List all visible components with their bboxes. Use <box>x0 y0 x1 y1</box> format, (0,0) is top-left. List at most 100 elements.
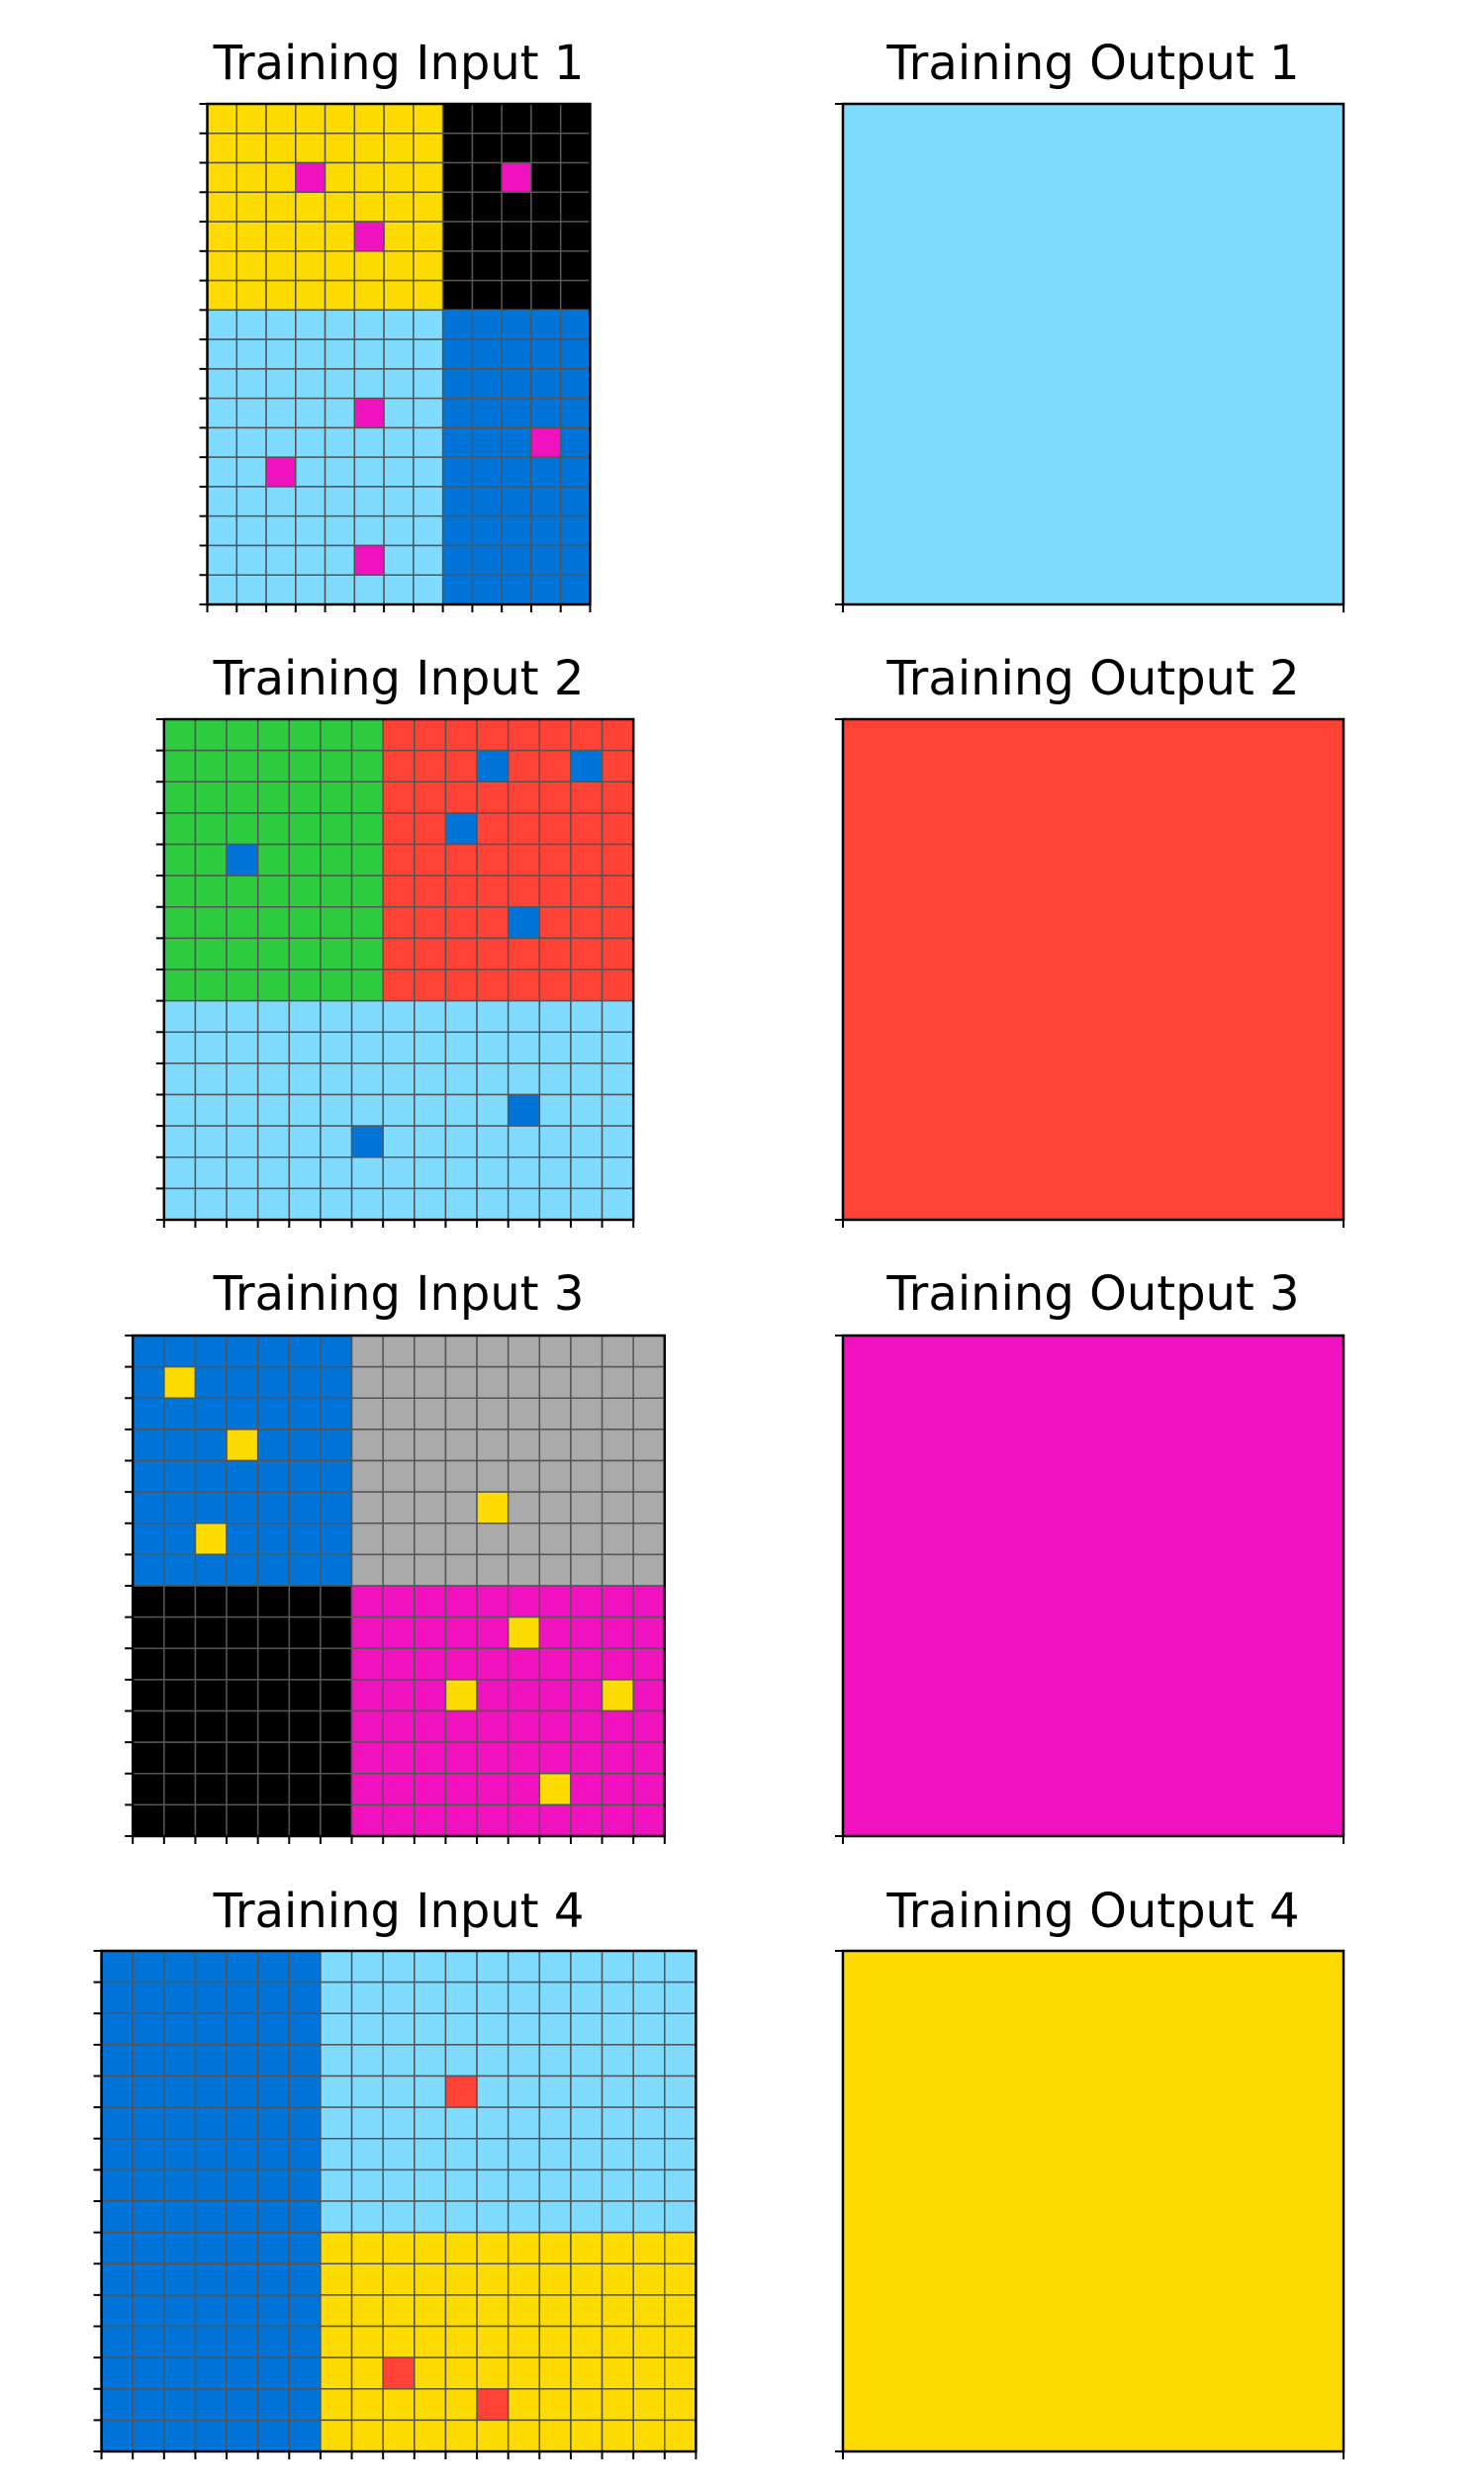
grid-cell <box>570 1679 603 1712</box>
grid-cell <box>501 456 532 488</box>
grid-cell <box>288 2012 322 2046</box>
grid-cell <box>601 1773 634 1806</box>
grid-cell <box>324 221 356 252</box>
grid-cell <box>295 514 326 547</box>
grid-cell <box>295 338 326 370</box>
grid-cell <box>235 426 267 458</box>
grid-cell <box>507 1093 541 1127</box>
grid-cell <box>353 574 385 605</box>
grid-cell <box>288 2325 322 2358</box>
grid-cell <box>413 191 444 223</box>
grid-cell <box>441 456 474 488</box>
grid-cell <box>353 514 385 547</box>
grid-cell <box>444 1365 478 1399</box>
grid-cell <box>664 2231 697 2264</box>
grid-cell <box>226 1615 259 1649</box>
grid-cell <box>501 250 532 282</box>
grid-cell <box>538 1062 572 1096</box>
grid-cell <box>163 2419 197 2452</box>
grid-cell <box>320 1031 353 1064</box>
grid-cell <box>235 191 267 223</box>
grid-cell <box>320 2388 353 2422</box>
grid-cell <box>441 574 474 605</box>
grid-cell <box>132 1647 165 1681</box>
grid-cell <box>570 718 603 752</box>
grid-cell <box>414 749 447 783</box>
grid-cell <box>256 2356 291 2390</box>
grid-cell <box>441 426 474 458</box>
grid-cell <box>256 2231 291 2264</box>
grid-cell <box>163 2388 197 2422</box>
grid-cell <box>507 1679 541 1712</box>
grid-cell <box>570 1335 603 1368</box>
grid-cell <box>265 338 297 370</box>
grid-cell <box>350 1523 384 1556</box>
grid-cell <box>320 1741 353 1775</box>
grid-cell <box>507 1950 541 1984</box>
grid-cell <box>601 1365 634 1399</box>
grid-cell <box>320 969 353 1002</box>
grid-cell <box>350 906 384 940</box>
training-output-3-grid <box>835 1334 1345 1844</box>
grid-cell <box>507 843 541 877</box>
grid-cell <box>601 1615 634 1649</box>
grid-cell <box>538 2356 572 2390</box>
grid-cell <box>444 1125 478 1158</box>
grid-cell <box>100 2388 134 2422</box>
grid-cell <box>664 2044 697 2077</box>
grid-cell <box>570 2044 603 2077</box>
grid-cell <box>507 1156 541 1190</box>
grid-cell <box>570 875 603 908</box>
grid-cell <box>194 937 228 970</box>
grid-cell <box>132 2106 165 2140</box>
grid-cell <box>288 2138 322 2171</box>
grid-cell <box>501 191 532 223</box>
grid-cell <box>414 1679 447 1712</box>
grid-cell <box>226 875 259 908</box>
grid-cell <box>288 1365 322 1399</box>
grid-cell <box>265 279 297 312</box>
grid-cell <box>206 574 238 605</box>
grid-cell <box>476 2012 510 2046</box>
grid-cell <box>132 1709 165 1743</box>
grid-cell <box>163 1523 197 1556</box>
training-input-1-title: Training Input 1 <box>213 36 585 91</box>
grid-cell <box>632 1615 666 1649</box>
grid-cell <box>295 368 326 400</box>
grid-cell <box>538 1187 572 1221</box>
grid-cell <box>324 456 356 488</box>
grid-cell <box>632 2075 666 2108</box>
grid-cell <box>601 1709 634 1743</box>
grid-cell <box>382 1523 416 1556</box>
grid-cell <box>100 2075 134 2108</box>
grid-cell <box>226 1491 259 1524</box>
grid-cell <box>226 1773 259 1806</box>
grid-cell <box>530 191 562 223</box>
grid-cell <box>132 1335 165 1368</box>
grid-cell <box>601 906 634 940</box>
grid-cell <box>383 486 415 517</box>
grid-cell <box>163 2012 197 2046</box>
grid-cell <box>353 486 385 517</box>
grid-cell <box>350 2325 384 2358</box>
grid-cell <box>501 133 532 164</box>
grid-cell <box>414 1365 447 1399</box>
grid-cell <box>132 1615 165 1649</box>
grid-cell <box>256 2294 291 2328</box>
grid-cell <box>295 221 326 252</box>
grid-cell <box>538 718 572 752</box>
grid-cell <box>444 2388 478 2422</box>
grid-cell <box>194 749 228 783</box>
grid-cell <box>441 397 474 429</box>
grid-cell <box>194 1709 228 1743</box>
grid-cell <box>320 718 353 752</box>
grid-cell <box>194 2419 228 2452</box>
grid-cell <box>350 999 384 1033</box>
grid-cell <box>350 1397 384 1431</box>
grid-cell <box>226 2294 259 2328</box>
grid-cell <box>100 2231 134 2264</box>
grid-cell <box>288 1585 322 1618</box>
grid-cell <box>601 843 634 877</box>
grid-cell <box>256 1062 291 1096</box>
grid-cell <box>320 1709 353 1743</box>
